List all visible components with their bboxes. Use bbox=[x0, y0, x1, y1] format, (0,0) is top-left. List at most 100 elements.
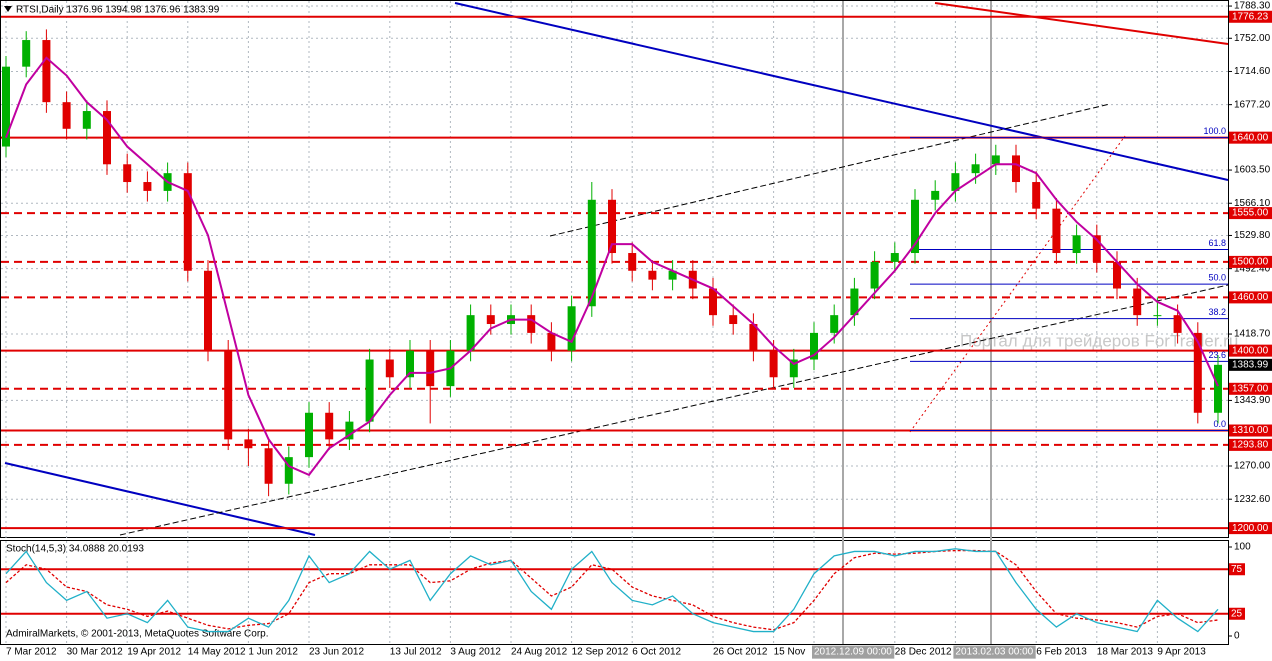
level-box bbox=[1229, 424, 1272, 437]
channel-line bbox=[119, 284, 1229, 536]
x-tick-label: 2013.02.03 00:00 bbox=[955, 647, 1033, 658]
candle-body bbox=[971, 164, 980, 174]
stoch-tick-label: 0 bbox=[1234, 631, 1240, 642]
candle-body bbox=[567, 306, 576, 351]
candle-body bbox=[103, 111, 111, 165]
candle-body bbox=[810, 332, 818, 360]
candle-body bbox=[830, 315, 839, 333]
candle-body bbox=[931, 190, 940, 200]
main-panel bbox=[0, 0, 1229, 538]
candle-body bbox=[850, 288, 859, 316]
candle-body bbox=[890, 253, 899, 262]
level-label: 1460.00 bbox=[1232, 292, 1269, 303]
x-tick-highlight bbox=[812, 645, 895, 659]
level-box bbox=[1229, 522, 1272, 535]
y-tick-label: 1788.30 bbox=[1234, 1, 1271, 12]
stoch-main bbox=[5, 548, 1219, 633]
trendline bbox=[454, 2, 1229, 181]
y-tick-label: 1752.00 bbox=[1234, 33, 1271, 44]
candle-body bbox=[406, 350, 414, 378]
candle-body bbox=[1133, 288, 1142, 316]
x-tick-label: 9 Apr 2013 bbox=[1157, 647, 1206, 658]
level-box bbox=[1229, 10, 1272, 23]
candle-body bbox=[769, 350, 778, 378]
y-tick-label: 1418.70 bbox=[1234, 329, 1271, 340]
trendline bbox=[4, 462, 316, 536]
candle-body bbox=[628, 253, 637, 271]
candle-body bbox=[749, 324, 758, 351]
x-tick-label: 3 Aug 2012 bbox=[450, 647, 501, 658]
candle-body bbox=[1153, 315, 1162, 317]
level-box bbox=[1229, 438, 1272, 451]
level-label: 1310.00 bbox=[1232, 425, 1269, 436]
candle-body bbox=[1214, 364, 1222, 413]
y-tick-label: 1343.90 bbox=[1234, 395, 1271, 406]
candle-body bbox=[709, 288, 717, 316]
candle-body bbox=[466, 315, 475, 351]
fib-label: 0.0 bbox=[1213, 419, 1226, 429]
x-tick-label: 19 Apr 2012 bbox=[127, 647, 181, 658]
candle-body bbox=[608, 199, 616, 254]
stoch-level-label: 75 bbox=[1231, 564, 1243, 575]
candle-body bbox=[183, 173, 192, 271]
candle-body bbox=[385, 359, 394, 378]
candle-body bbox=[1173, 315, 1182, 333]
y-tick-label: 1603.50 bbox=[1234, 165, 1271, 176]
candle-body bbox=[143, 182, 152, 191]
title-arrow bbox=[4, 6, 12, 12]
candle-body bbox=[244, 439, 253, 449]
candle-body bbox=[2, 66, 10, 147]
candle-body bbox=[123, 164, 132, 183]
x-tick-label: 23 Jun 2012 bbox=[309, 647, 364, 658]
fib-baseline bbox=[909, 135, 1126, 433]
y-tick-label: 1677.20 bbox=[1234, 99, 1271, 110]
candle-body bbox=[587, 199, 596, 307]
level-label: 1400.00 bbox=[1232, 345, 1269, 356]
last-price-label: 1383.99 bbox=[1232, 359, 1269, 370]
candle-body bbox=[648, 270, 657, 280]
y-tick-label: 1529.80 bbox=[1234, 230, 1271, 241]
candle-body bbox=[325, 412, 334, 440]
x-tick-label: 18 Mar 2013 bbox=[1097, 647, 1154, 658]
x-tick-label: 14 May 2012 bbox=[188, 647, 246, 658]
candle-body bbox=[729, 315, 738, 325]
candle-body bbox=[951, 173, 960, 191]
last-price-box bbox=[1229, 358, 1272, 371]
copyright: AdmiralMarkets, © 2001-2013, MetaQuotes … bbox=[6, 629, 269, 640]
x-tick-label: 6 Oct 2012 bbox=[632, 647, 681, 658]
fib-label: 38.2 bbox=[1208, 307, 1226, 317]
candle-body bbox=[204, 270, 212, 351]
moving-average bbox=[5, 56, 1219, 477]
candle-body bbox=[284, 457, 293, 484]
candle-body bbox=[82, 111, 91, 129]
x-tick-label: 28 Dec 2012 bbox=[895, 647, 952, 658]
y-tick-label: 1232.60 bbox=[1234, 494, 1271, 505]
x-tick-label: 2012.12.09 00:00 bbox=[814, 647, 892, 658]
candle-body bbox=[345, 421, 354, 440]
candle-body bbox=[42, 40, 51, 103]
stoch-tick-label: 100 bbox=[1234, 542, 1251, 553]
level-box bbox=[1229, 291, 1272, 304]
candle-body bbox=[224, 350, 233, 440]
candle-body bbox=[527, 315, 536, 333]
candle-body bbox=[264, 448, 273, 484]
x-tick-label: 7 Mar 2012 bbox=[6, 647, 57, 658]
level-label: 1357.00 bbox=[1232, 383, 1269, 394]
fib-label: 50.0 bbox=[1208, 272, 1226, 282]
x-tick-label: 13 Jul 2012 bbox=[390, 647, 442, 658]
candle-body bbox=[305, 412, 313, 458]
level-label: 1500.00 bbox=[1232, 257, 1269, 268]
candle-body bbox=[911, 199, 919, 254]
watermark: Портал для трейдеров ForTrader.ru bbox=[960, 331, 1238, 350]
y-tick-label: 1492.40 bbox=[1234, 263, 1271, 274]
level-label: 1776.23 bbox=[1232, 11, 1269, 22]
candle-body bbox=[1032, 182, 1041, 209]
candle-body bbox=[62, 102, 71, 129]
x-tick-label: 12 Sep 2012 bbox=[572, 647, 629, 658]
candle-body bbox=[789, 359, 798, 378]
x-tick-label: 15 Nov bbox=[774, 647, 806, 658]
level-label: 1555.00 bbox=[1232, 208, 1269, 219]
candle-body bbox=[547, 332, 556, 351]
stoch-level-box bbox=[1229, 607, 1245, 620]
